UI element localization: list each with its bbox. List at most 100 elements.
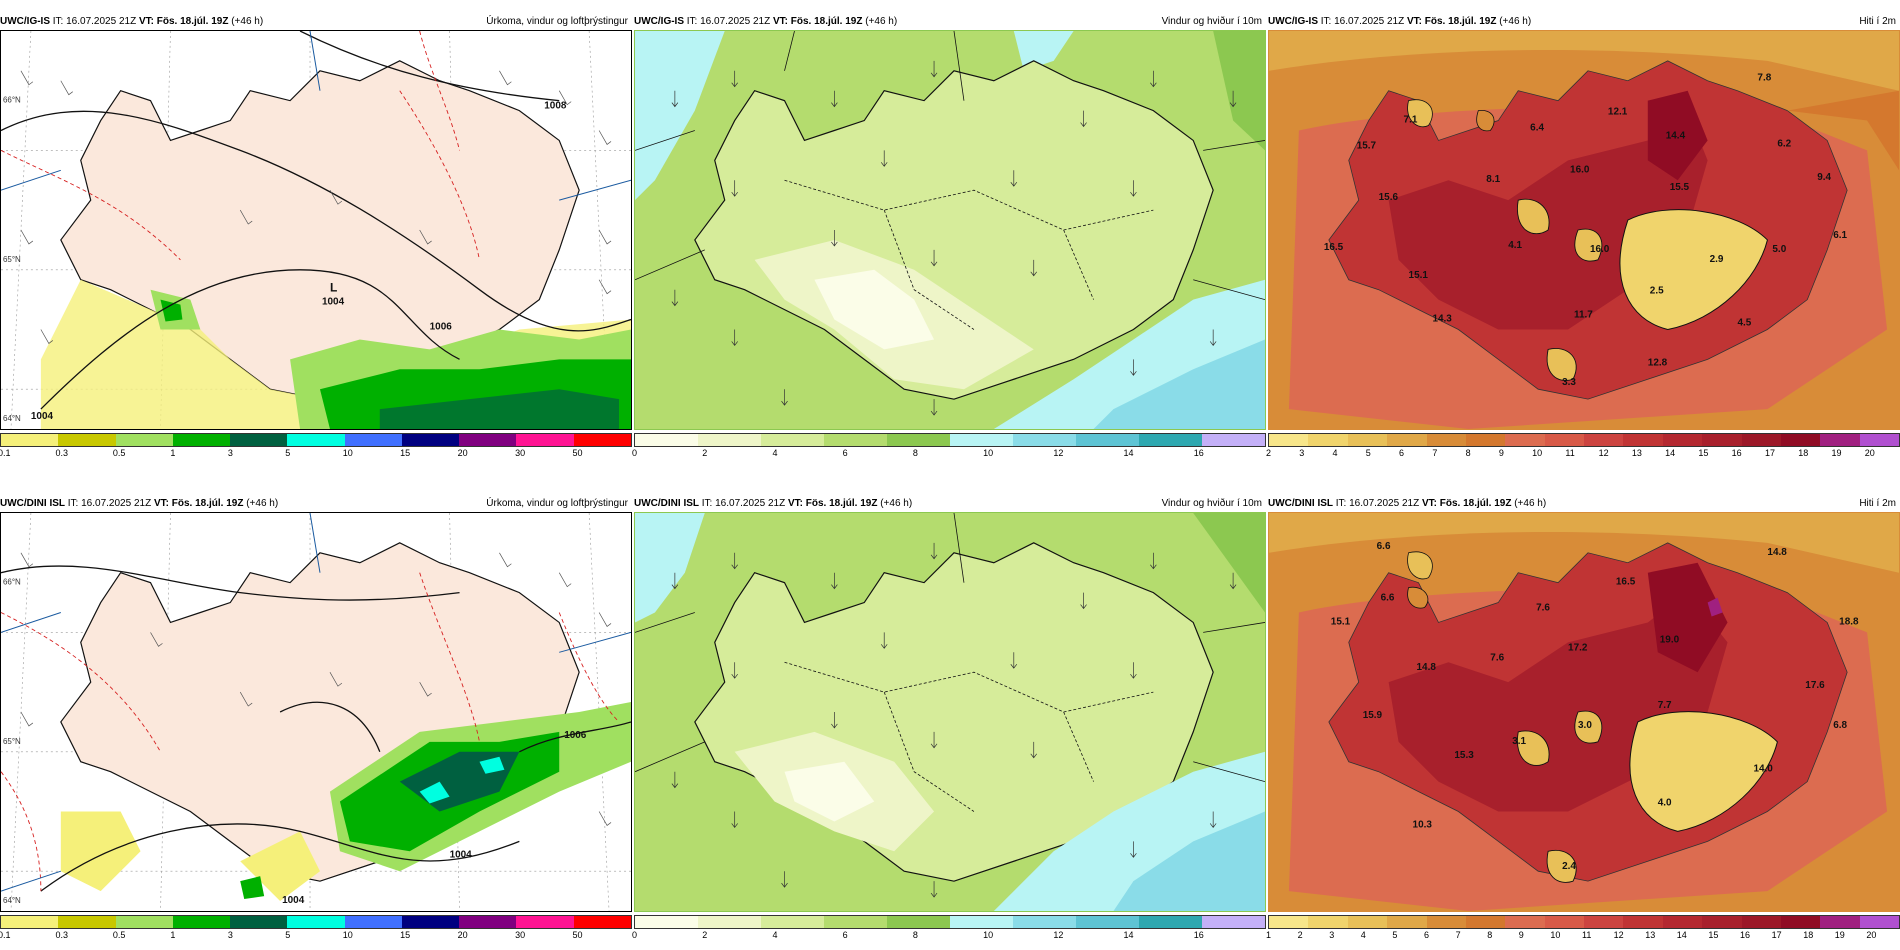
colorbar-tick-label: 6 <box>842 448 848 458</box>
colorbar-segment <box>344 434 402 446</box>
colorbar-segment <box>1702 916 1742 928</box>
wind-arrows <box>671 542 1237 898</box>
panel-igis-wind: UWC/IG-IS IT: 16.07.2025 21Z VT: Fös. 18… <box>632 14 1266 464</box>
lead-time: (+46 h) <box>865 16 898 27</box>
colorbar-tick-label: 16 <box>1740 930 1751 940</box>
colorbar-tick-label: 10 <box>342 448 353 458</box>
model-name: UWC/DINI ISL <box>1268 498 1333 509</box>
colorbar-tick-label: 14 <box>1123 930 1134 940</box>
wind-map-svg <box>635 31 1265 429</box>
colorbar-segment <box>761 916 824 928</box>
temp-label: 6.2 <box>1777 138 1791 149</box>
colorbar-tick-label: 11 <box>1582 930 1592 940</box>
colorbar-segment <box>1013 434 1076 446</box>
init-time: IT: 16.07.2025 21Z <box>1320 16 1405 27</box>
temperature-colorbar-ticks: 2 3 4 5 6 7 8 9 10 11 12 13 14 15 16 17 18 19 20 <box>1266 448 1900 460</box>
wind-barbs <box>20 70 612 344</box>
colorbar-segment <box>1076 916 1139 928</box>
temp-label: 6.8 <box>1833 720 1847 731</box>
colorbar-segment <box>698 916 761 928</box>
temp-label: 14.4 <box>1666 130 1686 141</box>
temp-label: 15.1 <box>1409 270 1429 281</box>
colorbar-tick-label: 4 <box>772 448 778 458</box>
panel-header: UWC/DINI ISL IT: 16.07.2025 21Z VT: Fös.… <box>0 496 632 512</box>
colorbar-tick-label: 10 <box>342 930 353 940</box>
temp-label: 10.3 <box>1413 819 1433 830</box>
colorbar-tick-label: 14 <box>1665 448 1676 458</box>
precip-colorbar-ticks: 0.1 0.3 0.5 1 3 5 10 15 20 30 50 <box>0 930 632 942</box>
colorbar-segment <box>401 916 460 928</box>
colorbar-tick-label: 50 <box>572 448 583 458</box>
temp-label: 17.6 <box>1805 680 1825 691</box>
colorbar-segment <box>1662 916 1703 928</box>
colorbar-tick-label: 0.1 <box>0 930 11 940</box>
temp-label: 15.3 <box>1454 750 1474 761</box>
temp-label: 12.1 <box>1608 107 1628 118</box>
init-time: IT: 16.07.2025 21Z <box>52 16 137 27</box>
colorbar-segment <box>1465 434 1506 446</box>
colorbar-tick-label: 0.3 <box>55 448 68 458</box>
lat-label: 66°N <box>3 578 21 587</box>
wind-colorbar <box>634 433 1266 447</box>
colorbar-tick-label: 7 <box>1432 448 1438 458</box>
field-name: Hiti í 2m <box>1859 16 1896 27</box>
colorbar-segment <box>1780 916 1821 928</box>
temp-label: 3.3 <box>1562 377 1576 388</box>
field-name: Hiti í 2m <box>1859 498 1896 509</box>
colorbar-segment <box>1 434 59 446</box>
temperature-map: 6.6 14.8 6.6 16.5 7.6 15.1 19.0 18.8 17.… <box>1268 512 1900 912</box>
valid-time: VT: Fös. 18.júl. 19Z <box>787 498 878 509</box>
low-pressure-value: 1004 <box>322 297 345 308</box>
wind-map <box>634 512 1266 912</box>
lat-label: 64°N <box>3 896 21 905</box>
colorbar-segment <box>401 434 460 446</box>
colorbar-tick-label: 12 <box>1613 930 1624 940</box>
colorbar-tick-label: 15 <box>1698 448 1709 458</box>
precip-map-svg: 1006 1004 1004 66°N 65°N 64°N <box>1 513 631 911</box>
temperature-map-svg: 7.8 7.1 6.4 12.1 14.4 6.2 15.7 8.1 16.0 … <box>1269 31 1899 429</box>
wind-map-svg <box>635 513 1265 911</box>
panel-dini-temp: UWC/DINI ISL IT: 16.07.2025 21Z VT: Fös.… <box>1266 496 1900 946</box>
colorbar-tick-label: 18 <box>1803 930 1814 940</box>
colorbar-tick-label: 3 <box>227 448 233 458</box>
temp-label: 14.0 <box>1753 764 1773 775</box>
colorbar-tick-label: 13 <box>1645 930 1656 940</box>
field-name: Vindur og hviður í 10m <box>1161 16 1262 27</box>
colorbar-segment <box>516 434 574 446</box>
model-name: UWC/IG-IS <box>1268 16 1318 27</box>
lead-time: (+46 h) <box>246 498 279 509</box>
colorbar-tick-label: 5 <box>1392 930 1398 940</box>
model-name: UWC/DINI ISL <box>634 498 699 509</box>
temp-label: 7.8 <box>1757 73 1771 84</box>
temp-label: 2.5 <box>1650 286 1664 297</box>
colorbar-segment <box>1076 434 1139 446</box>
temp-label: 15.5 <box>1670 182 1690 193</box>
colorbar-tick-label: 5 <box>285 930 291 940</box>
temp-label: 6.1 <box>1833 230 1847 241</box>
colorbar-segment <box>1 916 59 928</box>
colorbar-segment <box>635 434 698 446</box>
colorbar-tick-label: 20 <box>1864 448 1875 458</box>
precip-colorbar-ticks: 0.1 0.3 0.5 1 3 5 10 15 20 30 50 <box>0 448 632 460</box>
colorbar-tick-label: 13 <box>1631 448 1642 458</box>
temp-label: 3.0 <box>1578 720 1592 731</box>
colorbar-tick-label: 17 <box>1764 448 1775 458</box>
colorbar-tick-label: 14 <box>1123 448 1134 458</box>
temp-label: 18.8 <box>1839 616 1859 627</box>
colorbar-segment <box>1465 916 1506 928</box>
isobar-label: 1008 <box>544 101 567 112</box>
wind-colorbar <box>634 915 1266 929</box>
temp-label: 16.0 <box>1570 164 1590 175</box>
colorbar-segment <box>1859 916 1899 928</box>
colorbar-tick-label: 5 <box>1365 448 1371 458</box>
precip-colorbar <box>0 433 632 447</box>
colorbar-tick-label: 20 <box>457 930 468 940</box>
colorbar-tick-label: 30 <box>515 448 526 458</box>
lat-label: 65°N <box>3 255 21 264</box>
temp-label: 7.1 <box>1404 115 1418 126</box>
colorbar-tick-label: 3 <box>1299 448 1305 458</box>
colorbar-tick-label: 0.1 <box>0 448 11 458</box>
colorbar-segment <box>950 434 1013 446</box>
model-name: UWC/DINI ISL <box>0 498 65 509</box>
colorbar-tick-label: 3 <box>227 930 233 940</box>
